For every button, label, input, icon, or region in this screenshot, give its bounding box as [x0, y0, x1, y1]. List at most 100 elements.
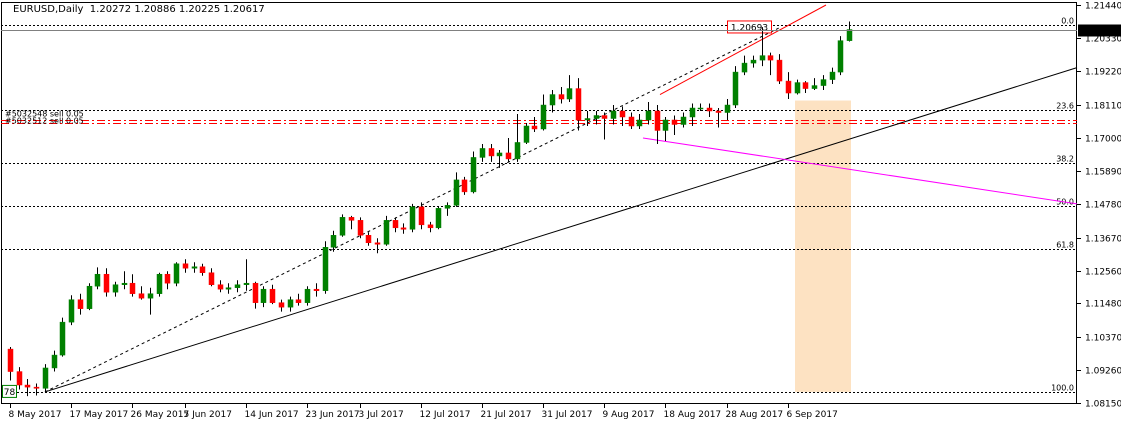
candle-body — [531, 125, 538, 130]
candle-body — [654, 110, 661, 131]
y-tick-label: 1.18110 — [1085, 102, 1121, 112]
candle-body — [16, 371, 23, 386]
candle-body — [304, 288, 311, 303]
candle-body — [767, 55, 774, 61]
candle-body — [208, 272, 215, 285]
y-tick-label: 1.20330 — [1085, 35, 1121, 45]
start-tag-text: 78 — [4, 388, 16, 398]
candle-body — [269, 288, 276, 303]
x-tick-label: 9 Aug 2017 — [603, 410, 655, 420]
candle-body — [846, 29, 853, 41]
candle-body — [750, 59, 757, 64]
candle-body — [680, 116, 687, 125]
candle-body — [129, 282, 136, 294]
candle-body — [287, 299, 294, 308]
candle-body — [540, 104, 547, 130]
candle-body — [706, 107, 713, 112]
candle-body — [829, 71, 836, 80]
candle-body — [461, 179, 468, 193]
candle-body — [505, 152, 512, 160]
x-tick-label: 17 May 2017 — [70, 410, 129, 420]
candle-body — [112, 284, 119, 293]
candle-body — [575, 88, 582, 121]
candle-body — [785, 80, 792, 94]
fib-level-label: 100.0 — [1051, 384, 1074, 393]
candle-body — [147, 293, 154, 299]
candle-body — [776, 59, 783, 82]
candle-body — [759, 55, 766, 61]
x-tick-label: 6 Sep 2017 — [787, 410, 838, 420]
candle-body — [392, 220, 399, 229]
candle-body — [514, 142, 521, 160]
candle-body — [584, 118, 591, 121]
candle-body — [523, 125, 530, 143]
x-tick-label: 3 Jul 2017 — [359, 410, 404, 420]
symbol-label: EURUSD,Daily — [13, 4, 84, 15]
candle-body — [628, 116, 635, 127]
candle-body — [121, 282, 128, 285]
candle-body — [435, 208, 442, 229]
y-tick-label: 1.21440 — [1085, 2, 1121, 12]
y-tick-label: 1.08150 — [1085, 400, 1121, 410]
candle-body — [313, 288, 320, 291]
candle-body — [400, 227, 407, 230]
candle-body — [322, 247, 329, 291]
candle-body — [374, 242, 381, 245]
fib-level-label: 0.0 — [1061, 17, 1074, 26]
candle-body — [619, 110, 626, 118]
candle-body — [339, 217, 346, 236]
candle-body — [103, 273, 110, 293]
channel-red-line — [659, 4, 827, 95]
candle-body — [453, 179, 460, 206]
fib-level-label: 61.8 — [1056, 241, 1074, 250]
candle-body — [488, 148, 495, 157]
candle-body — [357, 220, 364, 236]
candle-body — [86, 285, 93, 309]
candle-body — [837, 40, 844, 73]
y-tick-label: 1.11480 — [1085, 300, 1121, 310]
candle-body — [549, 94, 556, 106]
candle-body — [732, 71, 739, 106]
chart-header: EURUSD,Daily 1.20272 1.20886 1.20225 1.2… — [13, 4, 265, 15]
candle-body — [715, 110, 722, 113]
candle-body — [671, 119, 678, 125]
x-tick-label: 5 Jun 2017 — [184, 410, 232, 420]
candle-body — [610, 110, 617, 119]
candle-body — [295, 299, 302, 303]
start-tag-box — [2, 384, 17, 398]
candle-body — [662, 119, 669, 131]
candle-body — [697, 107, 704, 110]
candle-body — [33, 386, 40, 389]
magenta-line — [642, 137, 1078, 205]
x-tick-label: 8 May 2017 — [9, 410, 62, 420]
candle-body — [444, 205, 451, 209]
order-line-label: #5032512 sell 0.05 — [5, 117, 84, 126]
price-tag-text: 1.20693 — [731, 23, 768, 33]
candle-body — [479, 148, 486, 158]
candle-body — [94, 273, 101, 287]
candle-body — [138, 293, 145, 299]
candle-body — [558, 94, 565, 100]
y-tick-label: 1.09260 — [1085, 367, 1121, 377]
candle-body — [156, 273, 163, 294]
candle-body — [234, 284, 241, 288]
candle-body — [418, 206, 425, 226]
candle-body — [164, 273, 171, 284]
y-tick-label: 1.17000 — [1085, 135, 1121, 145]
candle-body — [566, 88, 573, 100]
current-price-label: 1.20617 — [1082, 27, 1119, 37]
candle-body — [365, 235, 372, 244]
x-tick-label: 28 Aug 2017 — [726, 410, 784, 420]
candle-body — [636, 119, 643, 127]
candle-body — [68, 299, 75, 323]
candle-body — [593, 115, 600, 119]
candle-body — [496, 152, 503, 157]
candle-body — [470, 157, 477, 193]
candle-body — [191, 266, 198, 269]
y-tick-label: 1.10370 — [1085, 334, 1121, 344]
fib-level-label: 23.6 — [1056, 102, 1074, 111]
y-tick-label: 1.12560 — [1085, 268, 1121, 278]
candle-body — [173, 263, 180, 284]
current-price-badge — [1078, 24, 1121, 37]
